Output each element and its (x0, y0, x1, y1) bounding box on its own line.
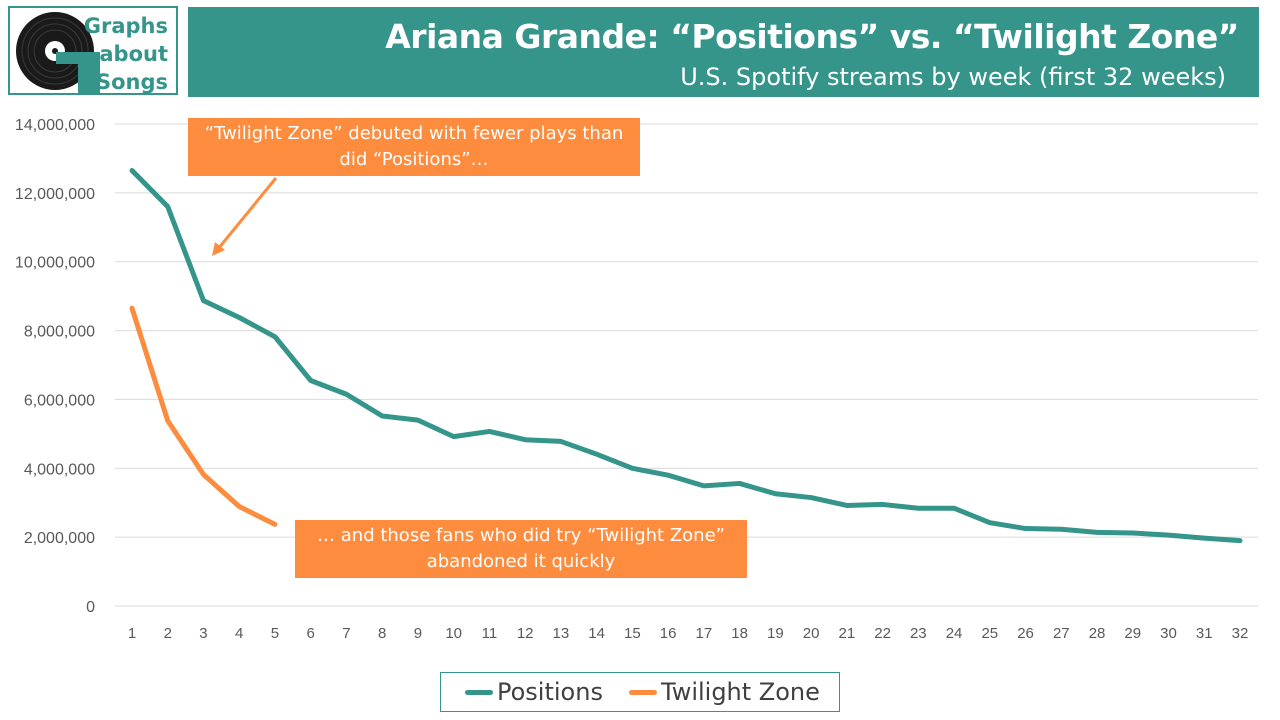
logo-text-songs: Songs (95, 70, 168, 94)
x-tick-label: 13 (553, 625, 570, 642)
x-tick-label: 23 (910, 625, 927, 642)
y-tick-label: 0 (86, 599, 95, 616)
callout-arrow-shaft (216, 177, 278, 250)
callout-arrow-head (212, 242, 225, 256)
x-tick-label: 28 (1089, 625, 1106, 642)
header-banner: Ariana Grande: “Positions” vs. “Twilight… (188, 7, 1259, 97)
y-tick-label: 2,000,000 (24, 530, 95, 547)
chart-legend: Positions Twilight Zone (440, 672, 840, 712)
series-lines (129, 167, 1243, 544)
legend-item-positions: Positions (465, 673, 603, 711)
x-tick-label: 7 (342, 625, 350, 642)
x-tick-label: 3 (199, 625, 207, 642)
callout-abandoned: … and those fans who did try “Twilight Z… (295, 520, 747, 578)
y-tick-label: 10,000,000 (15, 255, 95, 272)
x-tick-label: 6 (307, 625, 315, 642)
x-tick-label: 8 (378, 625, 386, 642)
x-tick-label: 17 (696, 625, 713, 642)
x-tick-label: 31 (1196, 625, 1213, 642)
x-tick-label: 30 (1160, 625, 1177, 642)
legend-swatch-positions (465, 689, 493, 695)
x-tick-label: 26 (1017, 625, 1034, 642)
chart-title: Ariana Grande: “Positions” vs. “Twilight… (385, 17, 1239, 56)
y-axis-ticks: 0 2,000,000 4,000,000 6,000,000 8,000,000 10,… (15, 117, 95, 616)
legend-label-twilight-zone: Twilight Zone (661, 678, 820, 706)
x-tick-label: 27 (1053, 625, 1070, 642)
y-tick-label: 14,000,000 (15, 117, 95, 134)
y-tick-label: 12,000,000 (15, 186, 95, 203)
x-tick-label: 22 (874, 625, 891, 642)
x-tick-label: 29 (1124, 625, 1141, 642)
x-tick-label: 12 (517, 625, 534, 642)
x-tick-label: 1 (128, 625, 136, 642)
x-tick-label: 9 (414, 625, 422, 642)
callout-debut: “Twilight Zone” debuted with fewer plays… (188, 118, 640, 176)
x-tick-label: 16 (660, 625, 677, 642)
y-tick-label: 8,000,000 (24, 324, 95, 341)
x-tick-label: 20 (803, 625, 820, 642)
legend-label-positions: Positions (497, 678, 603, 706)
legend-item-twilight-zone: Twilight Zone (629, 673, 820, 711)
x-tick-label: 4 (235, 625, 243, 642)
x-tick-label: 25 (981, 625, 998, 642)
annotation-arrow (212, 177, 278, 256)
logo: Graphs about Songs (8, 6, 178, 95)
x-tick-label: 21 (838, 625, 855, 642)
x-tick-label: 19 (767, 625, 784, 642)
logo-text-graphs: Graphs (83, 14, 168, 38)
x-tick-label: 5 (271, 625, 279, 642)
logo-text-about: about (99, 42, 168, 66)
x-tick-label: 11 (482, 625, 498, 642)
x-tick-label: 14 (588, 625, 605, 642)
x-tick-label: 32 (1232, 625, 1249, 642)
vinyl-record-icon (16, 12, 100, 94)
x-tick-label: 10 (445, 625, 462, 642)
x-tick-label: 18 (731, 625, 748, 642)
series-line-twilight-zone (129, 305, 278, 527)
x-tick-label: 2 (164, 625, 172, 642)
x-axis-ticks: 1 2 3 4 5 6 7 8 9 10 11 12 13 14 15 16 17 18 19 20 21 22 23 24 2… (128, 625, 1249, 642)
y-tick-label: 6,000,000 (24, 392, 95, 409)
y-tick-label: 4,000,000 (24, 461, 95, 478)
x-tick-label: 15 (624, 625, 641, 642)
series-line-positions (129, 167, 1243, 544)
legend-swatch-twilight-zone (629, 689, 657, 695)
chart-subtitle: U.S. Spotify streams by week (first 32 w… (680, 63, 1226, 91)
x-tick-label: 24 (946, 625, 963, 642)
